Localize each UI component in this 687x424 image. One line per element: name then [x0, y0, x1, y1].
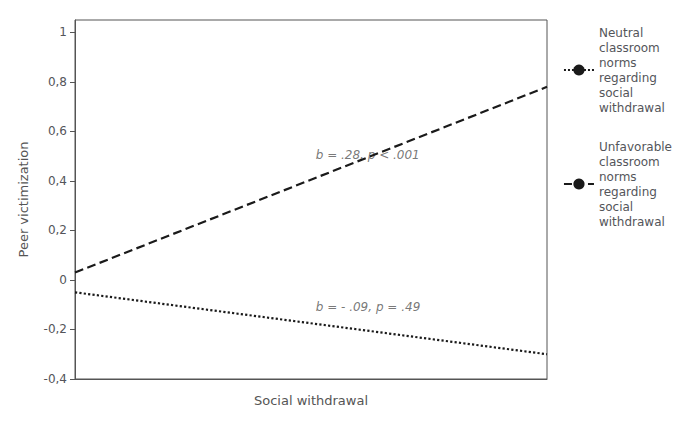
svg-text:b = .28, p < .001: b = .28, p < .001: [316, 148, 420, 162]
svg-text:0,8: 0,8: [48, 75, 67, 89]
svg-text:Peer victimization: Peer victimization: [16, 142, 31, 258]
svg-text:-0,2: -0,2: [44, 322, 67, 336]
svg-text:withdrawal: withdrawal: [599, 101, 665, 115]
svg-text:1: 1: [59, 25, 67, 39]
svg-text:-0,4: -0,4: [44, 372, 67, 386]
svg-text:0,2: 0,2: [48, 223, 67, 237]
svg-text:classroom: classroom: [599, 41, 660, 55]
svg-text:0: 0: [59, 273, 67, 287]
svg-text:social: social: [599, 86, 633, 100]
svg-text:Social withdrawal: Social withdrawal: [254, 393, 368, 408]
svg-text:regarding: regarding: [599, 185, 657, 199]
svg-text:classroom: classroom: [599, 155, 660, 169]
svg-text:norms: norms: [599, 56, 637, 70]
svg-text:b = - .09, p = .49: b = - .09, p = .49: [316, 300, 421, 314]
svg-text:Neutral: Neutral: [599, 26, 643, 40]
svg-text:norms: norms: [599, 170, 637, 184]
svg-text:0,4: 0,4: [48, 174, 67, 188]
svg-text:Unfavorable: Unfavorable: [599, 140, 672, 154]
svg-text:regarding: regarding: [599, 71, 657, 85]
svg-text:0,6: 0,6: [48, 124, 67, 138]
svg-text:withdrawal: withdrawal: [599, 215, 665, 229]
svg-text:social: social: [599, 200, 633, 214]
